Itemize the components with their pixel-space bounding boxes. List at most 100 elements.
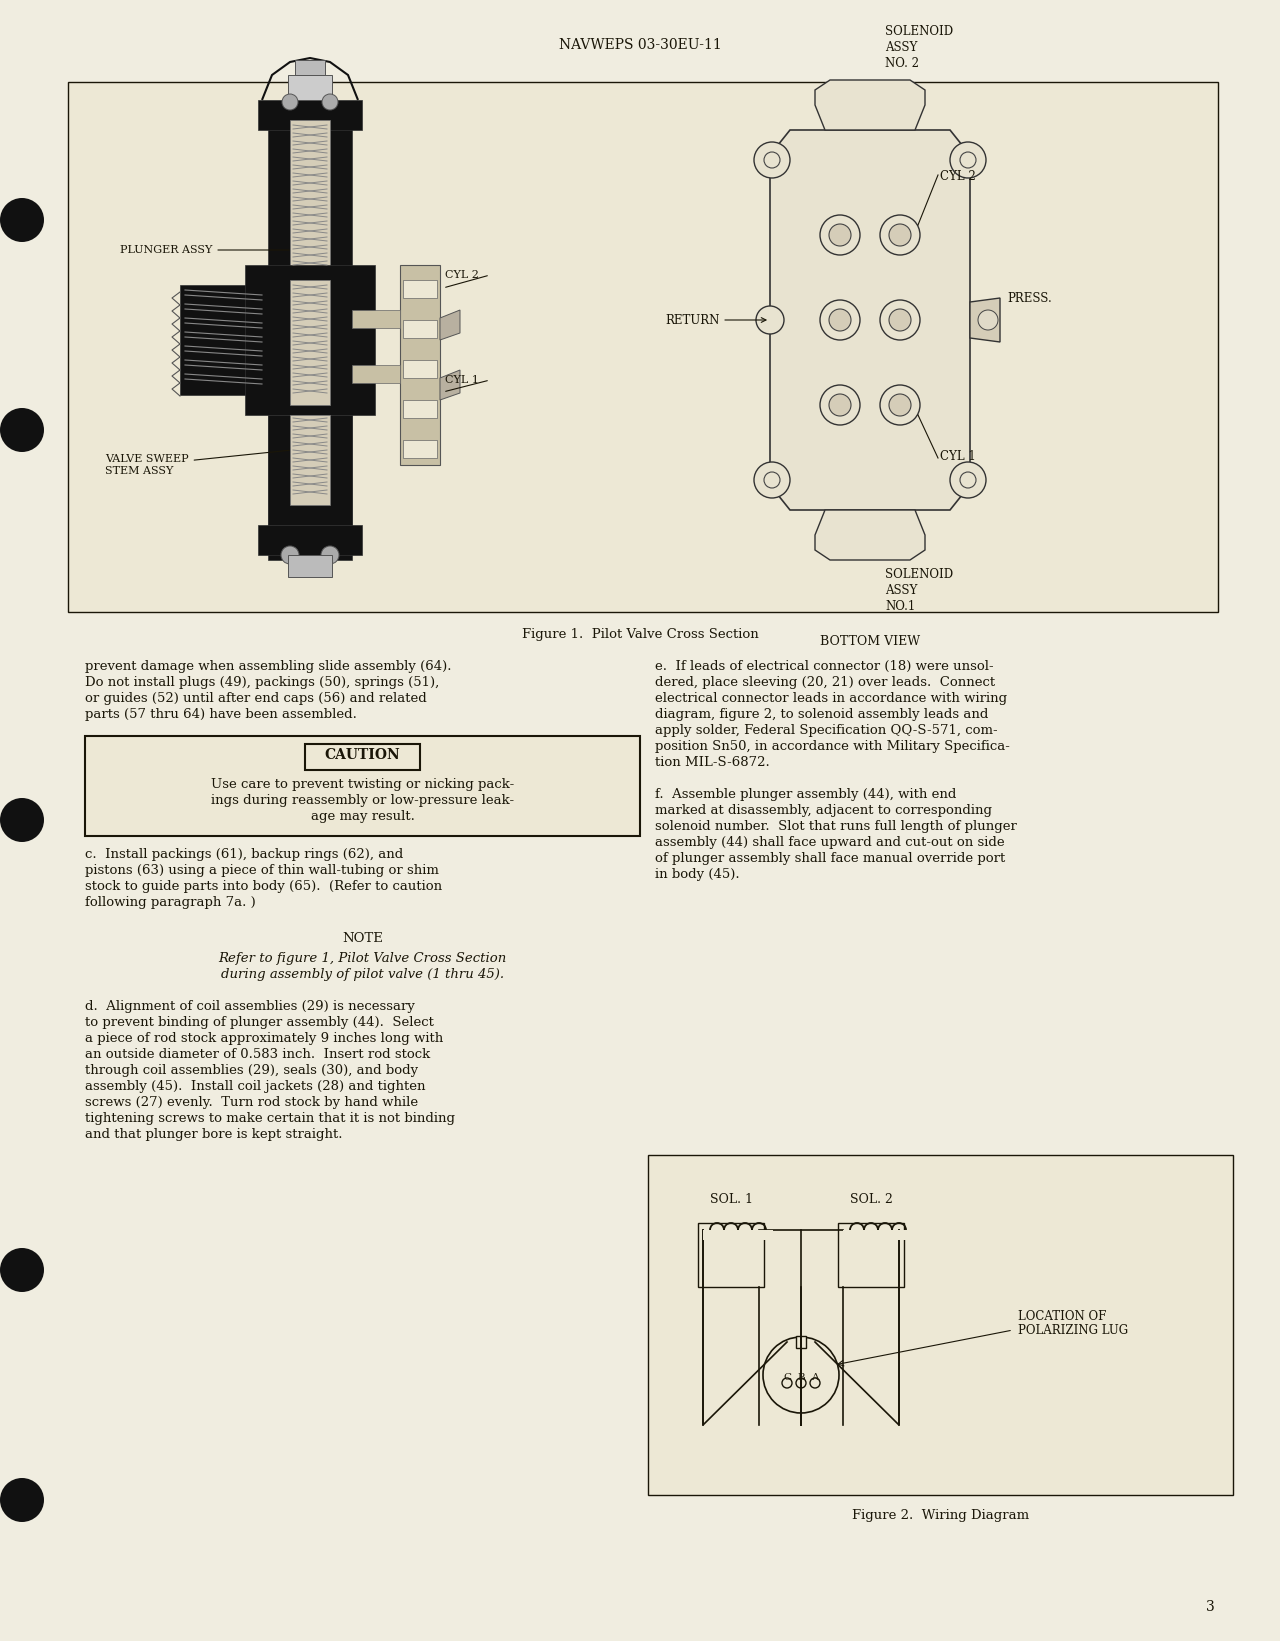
Circle shape <box>890 225 911 246</box>
Bar <box>648 1155 1233 1495</box>
Bar <box>403 400 436 418</box>
Text: SOLENOID: SOLENOID <box>884 568 954 581</box>
Bar <box>403 440 436 458</box>
Circle shape <box>890 309 911 331</box>
Text: Figure 2.  Wiring Diagram: Figure 2. Wiring Diagram <box>852 1510 1029 1521</box>
Text: electrical connector leads in accordance with wiring: electrical connector leads in accordance… <box>655 693 1007 706</box>
Bar <box>288 555 332 578</box>
Circle shape <box>820 386 860 425</box>
Text: to prevent binding of plunger assembly (44).  Select: to prevent binding of plunger assembly (… <box>84 1016 434 1029</box>
Circle shape <box>796 1378 806 1388</box>
Text: an outside diameter of 0.583 inch.  Insert rod stock: an outside diameter of 0.583 inch. Inser… <box>84 1049 430 1062</box>
Text: a piece of rod stock approximately 9 inches long with: a piece of rod stock approximately 9 inc… <box>84 1032 443 1045</box>
Circle shape <box>820 300 860 340</box>
Bar <box>703 1231 773 1241</box>
Text: e.  If leads of electrical connector (18) were unsol-: e. If leads of electrical connector (18)… <box>655 660 993 673</box>
Text: RETURN: RETURN <box>666 313 765 327</box>
Bar <box>352 310 399 328</box>
Polygon shape <box>815 80 925 130</box>
Circle shape <box>756 305 783 335</box>
Bar <box>84 737 640 835</box>
Text: ASSY: ASSY <box>884 584 918 597</box>
Bar <box>291 281 330 405</box>
Text: of plunger assembly shall face manual override port: of plunger assembly shall face manual ov… <box>655 852 1005 865</box>
Text: diagram, figure 2, to solenoid assembly leads and: diagram, figure 2, to solenoid assembly … <box>655 707 988 720</box>
Text: C: C <box>783 1374 791 1382</box>
Circle shape <box>881 386 920 425</box>
Text: tion MIL-S-6872.: tion MIL-S-6872. <box>655 757 769 770</box>
Bar <box>268 120 352 560</box>
Text: SOL. 2: SOL. 2 <box>850 1193 892 1206</box>
Circle shape <box>323 94 338 110</box>
Text: solenoid number.  Slot that runs full length of plunger: solenoid number. Slot that runs full len… <box>655 820 1016 834</box>
Polygon shape <box>771 130 970 510</box>
Circle shape <box>881 300 920 340</box>
Text: c.  Install packings (61), backup rings (62), and: c. Install packings (61), backup rings (… <box>84 848 403 862</box>
Circle shape <box>0 1249 44 1291</box>
Circle shape <box>829 309 851 331</box>
Bar <box>698 1223 764 1287</box>
Text: apply solder, Federal Specification QQ-S-571, com-: apply solder, Federal Specification QQ-S… <box>655 724 997 737</box>
Text: Use care to prevent twisting or nicking pack-: Use care to prevent twisting or nicking … <box>211 778 515 791</box>
Polygon shape <box>440 310 460 340</box>
Text: CYL 2: CYL 2 <box>445 271 479 281</box>
Circle shape <box>0 199 44 241</box>
Circle shape <box>764 153 780 167</box>
Text: in body (45).: in body (45). <box>655 868 740 881</box>
Text: ings during reassembly or low-pressure leak-: ings during reassembly or low-pressure l… <box>211 794 515 807</box>
Circle shape <box>763 1337 838 1413</box>
Bar <box>180 286 268 395</box>
Circle shape <box>754 463 790 497</box>
Circle shape <box>890 394 911 417</box>
Circle shape <box>810 1378 820 1388</box>
Text: and that plunger bore is kept straight.: and that plunger bore is kept straight. <box>84 1127 343 1140</box>
Circle shape <box>960 153 977 167</box>
Bar <box>244 264 375 415</box>
Text: CYL 1: CYL 1 <box>940 450 975 463</box>
Text: tightening screws to make certain that it is not binding: tightening screws to make certain that i… <box>84 1113 454 1126</box>
Text: SOL. 1: SOL. 1 <box>709 1193 753 1206</box>
Text: PRESS.: PRESS. <box>1007 292 1052 305</box>
Text: prevent damage when assembling slide assembly (64).: prevent damage when assembling slide ass… <box>84 660 452 673</box>
Bar <box>288 75 332 100</box>
Circle shape <box>820 215 860 254</box>
Text: parts (57 thru 64) have been assembled.: parts (57 thru 64) have been assembled. <box>84 707 357 720</box>
Circle shape <box>829 225 851 246</box>
Bar <box>268 415 352 525</box>
Polygon shape <box>815 510 925 560</box>
Text: during assembly of pilot valve (1 thru 45).: during assembly of pilot valve (1 thru 4… <box>221 968 504 981</box>
Text: PLUNGER ASSY: PLUNGER ASSY <box>120 245 289 254</box>
Text: age may result.: age may result. <box>311 811 415 824</box>
Text: ASSY: ASSY <box>884 41 918 54</box>
Text: NO. 2: NO. 2 <box>884 57 919 71</box>
Text: SOLENOID: SOLENOID <box>884 25 954 38</box>
Text: B: B <box>797 1374 805 1382</box>
Text: position Sn50, in accordance with Military Specifica-: position Sn50, in accordance with Milita… <box>655 740 1010 753</box>
Text: pistons (63) using a piece of thin wall-tubing or shim: pistons (63) using a piece of thin wall-… <box>84 865 439 876</box>
Text: following paragraph 7a. ): following paragraph 7a. ) <box>84 896 256 909</box>
Text: CAUTION: CAUTION <box>325 748 401 761</box>
Bar <box>403 281 436 299</box>
Text: Do not install plugs (49), packings (50), springs (51),: Do not install plugs (49), packings (50)… <box>84 676 439 689</box>
Bar <box>403 359 436 377</box>
Bar <box>796 1336 806 1347</box>
Text: POLARIZING LUG: POLARIZING LUG <box>1018 1324 1128 1337</box>
Text: BOTTOM VIEW: BOTTOM VIEW <box>820 635 920 648</box>
Bar <box>844 1231 913 1241</box>
Bar <box>305 743 420 770</box>
Text: 3: 3 <box>1206 1600 1215 1615</box>
Circle shape <box>0 798 44 842</box>
Bar <box>403 320 436 338</box>
Circle shape <box>960 473 977 487</box>
Text: or guides (52) until after end caps (56) and related: or guides (52) until after end caps (56)… <box>84 693 426 706</box>
Text: Refer to figure 1, Pilot Valve Cross Section: Refer to figure 1, Pilot Valve Cross Sec… <box>219 952 507 965</box>
Text: stock to guide parts into body (65).  (Refer to caution: stock to guide parts into body (65). (Re… <box>84 880 442 893</box>
Text: CYL 2: CYL 2 <box>940 171 975 184</box>
Text: dered, place sleeving (20, 21) over leads.  Connect: dered, place sleeving (20, 21) over lead… <box>655 676 995 689</box>
Text: through coil assemblies (29), seals (30), and body: through coil assemblies (29), seals (30)… <box>84 1063 419 1076</box>
Bar <box>259 100 362 130</box>
Text: NOTE: NOTE <box>342 932 383 945</box>
Circle shape <box>282 94 298 110</box>
Text: CYL 1: CYL 1 <box>445 376 479 386</box>
Bar <box>291 415 330 505</box>
